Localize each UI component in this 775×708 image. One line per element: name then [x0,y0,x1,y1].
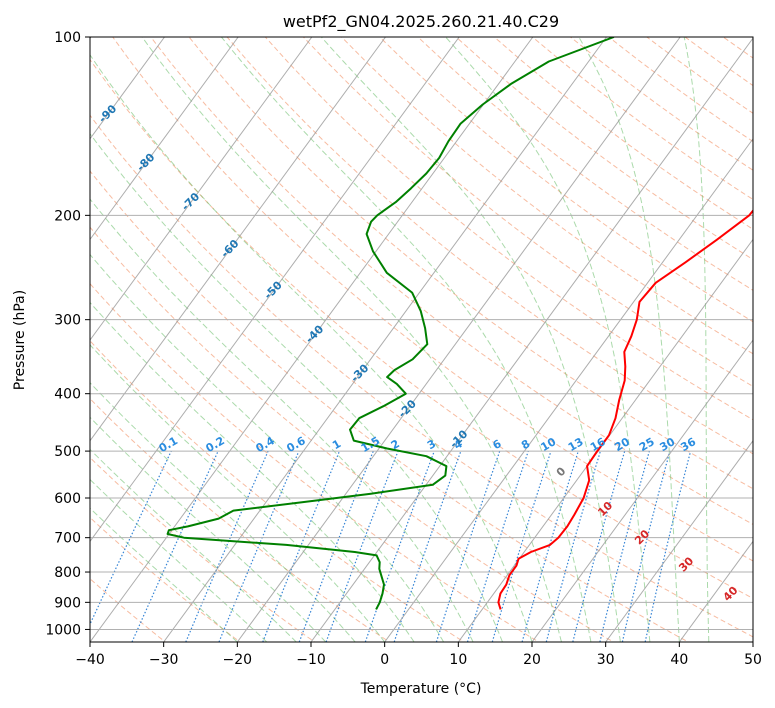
x-tick-label: 10 [449,652,467,668]
moist-adiabat-line [141,37,562,642]
isotherm-line [457,238,753,642]
pressure-gridlines [90,37,753,630]
moist-adiabat-line [320,37,621,642]
mixing-ratio-line [621,450,671,642]
dry-adiabat-line [90,170,690,642]
y-tick-label: 600 [54,491,81,507]
y-tick-label: 900 [54,595,81,611]
y-axis-label: Pressure (hPa) [12,290,28,390]
isotherm-line [90,37,165,140]
moist-adiabat-line [90,416,327,642]
mixing-ratio-line [298,450,374,642]
mixing-ratio-line [185,450,269,642]
mixing-ratio-line [325,450,399,642]
mixing-ratio-line [572,450,626,642]
moist-adiabat-line [578,37,680,642]
mixing-ratio-line [435,450,501,642]
dry-adiabat-line [90,456,316,642]
moist-adiabat-line [90,132,503,642]
x-tick-label: −20 [223,652,253,668]
x-tick-label: 0 [380,652,389,668]
x-axis-ticks: −40 −30 −20 −10 0 10 20 30 40 50 [75,642,762,668]
moist-adiabat-line [90,344,386,642]
mixing-ratio-line [521,450,579,642]
moist-adiabat-line [445,37,651,642]
moist-adiabat-line [90,54,533,642]
isotherm-line [90,37,239,241]
isotherm-line [384,137,753,642]
dry-adiabat-line [150,37,753,525]
isotherm-line [90,37,386,442]
dry-adiabat-line [226,37,753,455]
mixing-ratio-line [218,450,300,642]
x-tick-label: −40 [75,652,105,668]
x-axis-label: Temperature (°C) [360,681,482,697]
isotherm-line [90,37,534,642]
mixing-ratio-line [644,450,692,642]
temperature-trace [497,209,753,610]
isotherm-line [236,37,681,642]
chart-title: wetPf2_GN04.2025.260.21.40.C29 [283,12,559,32]
isotherm-label: -100 [50,58,79,87]
dry-adiabat-line [379,37,753,323]
dry-adiabat-line [761,37,775,644]
moist-adiabat-line [90,198,474,642]
x-tick-label: 50 [744,652,762,668]
y-tick-label: 1000 [45,622,81,638]
x-tick-label: −30 [149,652,179,668]
mixing-ratio-line [262,450,341,642]
isotherm-line [752,641,753,642]
x-tick-label: 40 [670,652,688,668]
mixing-ratio-line [545,450,601,642]
plot-frame [89,36,754,643]
mixing-ratio-line [466,450,529,642]
dry-adiabat-line [417,37,753,291]
moist-adiabat-line [90,382,356,642]
dry-adiabat-line [264,37,753,421]
mixing-ratio-line [364,450,435,642]
y-tick-label: 700 [54,531,81,547]
isotherm-line [605,439,753,642]
mixing-ratio-line [90,450,172,626]
y-tick-label: 500 [54,444,81,460]
x-tick-label: 30 [597,652,615,668]
sounding-traces [166,37,753,610]
dry-adiabat-line [112,37,753,562]
moist-adiabats [90,37,710,642]
y-tick-label: 200 [54,208,81,224]
x-tick-label: 20 [523,652,541,668]
dewpoint-trace [166,37,615,610]
plot-area [90,37,753,642]
y-tick-label: 800 [54,565,81,581]
moist-adiabat-line [90,253,445,642]
isotherm-line [531,339,753,642]
y-tick-label: 300 [54,313,81,329]
y-tick-label: 100 [54,30,81,46]
moist-adiabat-line [90,507,238,642]
y-axis-ticks: 100 200 300 400 500 600 700 800 900 1000 [45,30,90,638]
moist-adiabat-line [683,37,710,642]
y-tick-label: 400 [54,387,81,403]
dry-adiabat-line [90,340,466,642]
x-tick-label: −10 [296,652,326,668]
isotherm-line [310,37,753,642]
dry-adiabat-line [341,37,753,355]
